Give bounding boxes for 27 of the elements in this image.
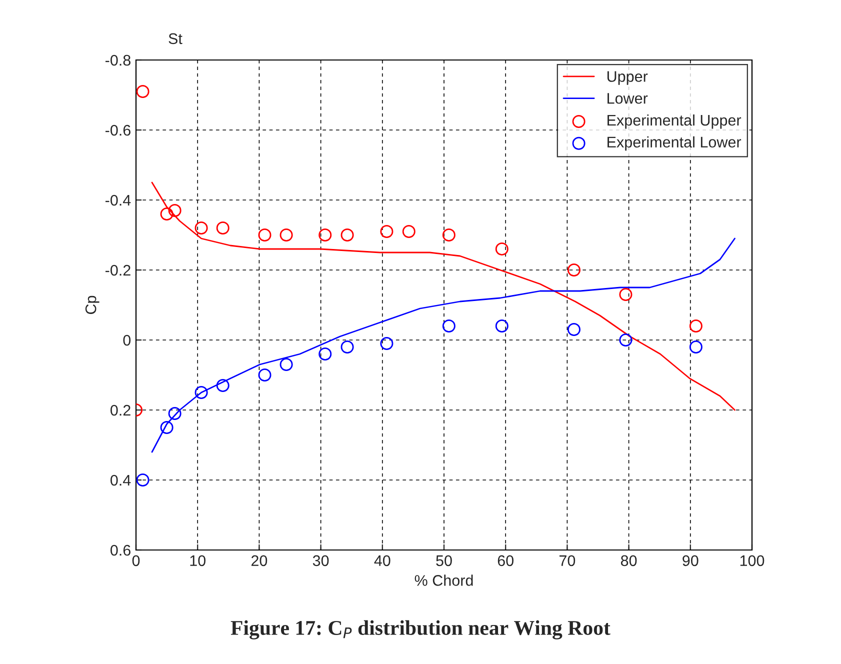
x-tick-label: 0 (132, 555, 140, 566)
x-axis-title: % Chord (414, 574, 473, 586)
x-tick-label: 50 (436, 555, 452, 566)
x-tick-label: 90 (682, 555, 698, 566)
x-tick-label: 60 (498, 555, 514, 566)
y-tick-label: -0.8 (105, 54, 130, 66)
x-tick-label: 70 (559, 555, 576, 566)
x-tick-label: 30 (312, 555, 329, 566)
text: St (168, 33, 182, 44)
y-tick-label: -0.4 (105, 194, 131, 206)
y-tick-label: 0 (123, 334, 131, 346)
x-tick-label: 10 (190, 555, 206, 566)
x-tick-label: 40 (374, 555, 390, 566)
legend-label: Experimental Lower (608, 136, 742, 151)
caption: Figure 17: C$_{P}$ distribution near Wing Root (230, 620, 610, 640)
y-tick-label: 0.6 (110, 544, 130, 556)
legend-label: Experimental Upper (608, 114, 742, 129)
x-tick-label: 20 (251, 555, 268, 566)
y-axis-title: Cp (85, 296, 100, 314)
x-tick-label: 80 (620, 555, 637, 566)
x-tick-label: 100 (740, 555, 764, 566)
legend-label: Lower (608, 93, 648, 104)
y-tick-label: -0.2 (105, 264, 130, 276)
legend-label: Upper (607, 71, 648, 85)
y-tick-label: -0.6 (105, 124, 130, 136)
y-tick-label: 0.2 (110, 404, 130, 416)
y-tick-label: 0.4 (110, 474, 131, 486)
